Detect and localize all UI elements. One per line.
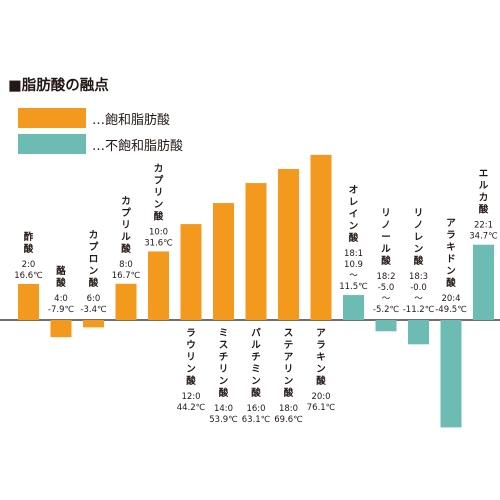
bar-name-4: カプリン酸	[154, 163, 164, 222]
bar-name-13: アラキドン酸	[446, 218, 456, 289]
bar-4	[148, 251, 169, 320]
bar-1	[50, 320, 72, 338]
bar-name-11: リノール酸	[381, 208, 391, 267]
bar-name-7: パルチミン酸	[251, 327, 261, 399]
bar-name-8: ステアリン酸	[284, 328, 294, 399]
bar-13	[440, 320, 462, 428]
bar-7	[245, 183, 267, 320]
legend-label-unsaturated: …不飽和脂肪酸	[92, 138, 184, 154]
bar-14	[473, 244, 494, 320]
bar-12	[408, 320, 429, 345]
bar-10	[343, 295, 364, 320]
bar-name-6: ミスチリン酸	[219, 328, 229, 399]
bar-5	[180, 224, 202, 320]
bar-value-label-11: 18:2 -5.0 〜-5.2℃	[373, 272, 400, 315]
bar-value-label-4: 10:0 31.6℃	[144, 227, 173, 248]
bar-value-label-7: 16:0 63.1℃	[242, 404, 271, 425]
bar-value-label-2: 6:0 -3.4℃	[80, 294, 107, 315]
bar-value-label-10: 18:1 10.9 〜 11.5℃	[339, 249, 368, 292]
bar-0	[18, 283, 39, 320]
chart-title: ■脂肪酸の融点	[8, 78, 109, 94]
legend-label-saturated: …飽和脂肪酸	[92, 112, 171, 128]
bar-value-label-5: 12:0 44.2℃	[177, 392, 206, 413]
legend-swatch-unsaturated	[18, 134, 86, 154]
legend-item-unsaturated: …不飽和脂肪酸	[18, 134, 183, 154]
bar-value-label-14: 22:1 34.7℃	[469, 221, 498, 242]
legend-item-saturated: …飽和脂肪酸	[18, 108, 170, 128]
bar-value-label-13: 20:4 -49.5℃	[435, 294, 467, 315]
bar-name-12: リノレン酸	[414, 208, 424, 267]
bar-name-2: カプロン酸	[89, 230, 99, 289]
bar-value-label-1: 4:0 -7.9℃	[48, 294, 75, 315]
bar-value-label-0: 2:0 16.6℃	[14, 260, 43, 281]
bar-name-9: アラキン酸	[316, 328, 326, 387]
bar-3	[115, 283, 137, 320]
bar-9	[310, 154, 332, 320]
bar-name-14: エルカ酸	[479, 169, 489, 216]
bar-name-1: 酪酸	[56, 265, 66, 289]
legend-swatch-saturated	[18, 108, 86, 128]
bar-2	[83, 320, 104, 328]
bar-8	[278, 168, 299, 320]
bar-name-0: 酢酸	[24, 231, 34, 255]
bar-11	[375, 320, 397, 332]
bar-value-label-9: 20:0 76.1℃	[307, 392, 336, 413]
bar-name-5: ラウリン酸	[186, 328, 196, 387]
bar-name-3: カプリル酸	[121, 196, 131, 255]
bar-value-label-8: 18:0 69.6℃	[274, 404, 303, 425]
bar-name-10: オレイン酸	[349, 185, 359, 244]
bar-value-label-3: 8:0 16.7℃	[112, 260, 141, 281]
bar-6	[213, 203, 234, 320]
bar-value-label-6: 14:0 53.9℃	[209, 404, 238, 425]
bar-value-label-12: 18:3 -0.0 〜-11.2℃	[403, 272, 435, 315]
